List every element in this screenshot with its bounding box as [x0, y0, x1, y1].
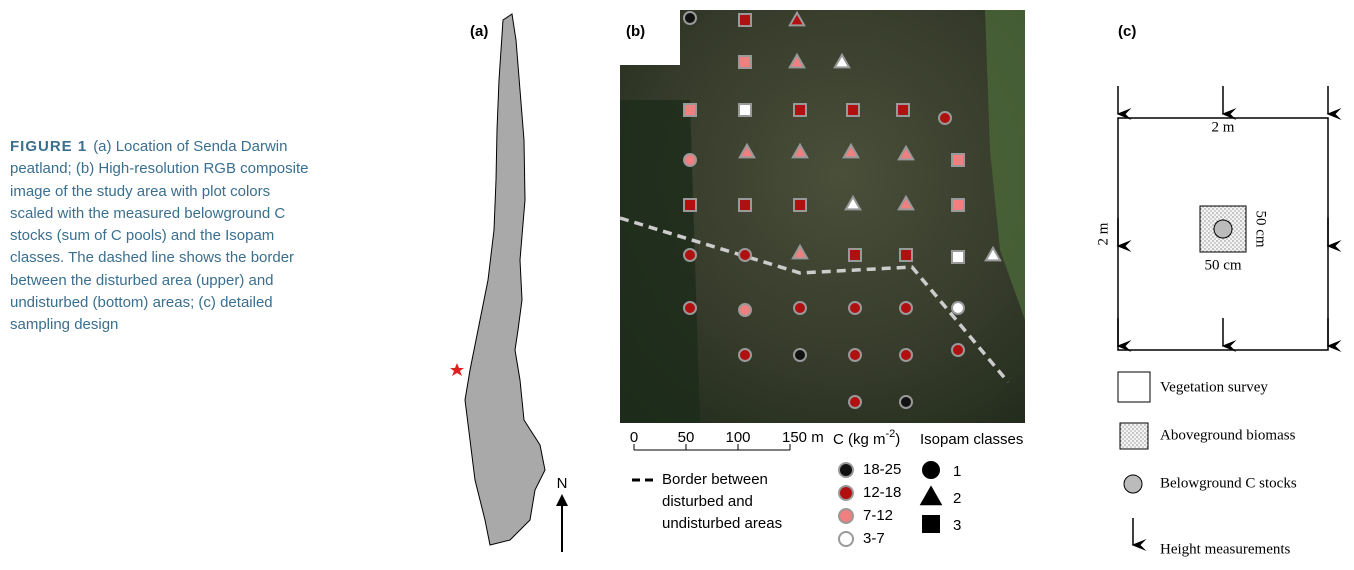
plot-marker	[684, 302, 696, 314]
plot-marker	[684, 199, 696, 211]
legend-label: 18-25	[863, 461, 901, 478]
legend-label: Aboveground biomass	[1160, 427, 1296, 443]
legend-label: Vegetation survey	[1160, 379, 1268, 395]
plot-marker	[739, 349, 751, 361]
plot-marker	[900, 349, 912, 361]
plot-marker	[739, 249, 751, 261]
side-label: 50 cm	[1253, 210, 1269, 247]
legend-symbol	[1124, 475, 1142, 493]
legend: 0 50 100 150 m Border between disturbed and un…	[630, 428, 1024, 547]
plot-marker	[847, 104, 859, 116]
plot-marker	[684, 104, 696, 116]
plot-marker	[684, 249, 696, 261]
plot-marker	[900, 396, 912, 408]
plot-marker	[739, 56, 751, 68]
plot-marker	[739, 14, 751, 26]
plot-marker	[739, 199, 751, 211]
plot-marker	[849, 249, 861, 261]
panel-label: (b)	[626, 23, 645, 40]
legend-symbol	[1118, 372, 1150, 402]
north-arrowhead	[556, 494, 568, 506]
north-label: N	[557, 475, 568, 492]
plot-marker	[900, 302, 912, 314]
location-star	[450, 363, 464, 376]
plot-marker	[794, 302, 806, 314]
plot-marker	[684, 12, 696, 24]
scale-label: 0	[630, 429, 638, 446]
plot-marker	[739, 104, 751, 116]
panel-label: (c)	[1118, 23, 1136, 40]
plot-marker	[952, 251, 964, 263]
legend-title: C (kg m-2)	[833, 428, 900, 448]
legend-title: Isopam classes	[920, 431, 1023, 448]
soil-core	[1214, 220, 1232, 238]
scale-label: 150 m	[782, 429, 824, 446]
plot-marker	[923, 462, 939, 478]
legend-label: Border between	[662, 471, 768, 488]
figure-page: FIGURE 1(a) Location of Senda Darwin pea…	[0, 0, 1354, 570]
scale-label: 100	[725, 429, 750, 446]
plot-marker	[952, 344, 964, 356]
legend-label: 2	[953, 490, 961, 507]
legend-label: disturbed and	[662, 493, 753, 510]
plot-marker	[839, 486, 853, 500]
side-label: 2 m	[1095, 222, 1111, 245]
plot-marker	[849, 396, 861, 408]
side-label: 50 cm	[1204, 257, 1241, 273]
plot-marker	[900, 249, 912, 261]
scale-label: 50	[678, 429, 695, 446]
legend-symbol	[1120, 423, 1148, 449]
figure: (a) N (b) 0 50 100 150 m Border between distu…	[0, 0, 1354, 570]
panel-label: (a)	[470, 23, 488, 40]
legend-label: 7-12	[863, 507, 893, 524]
plot-marker	[684, 154, 696, 166]
plot-marker	[952, 302, 964, 314]
plot-marker	[839, 509, 853, 523]
legend-label: Height measurements	[1160, 541, 1291, 557]
legend-title-part: )	[895, 431, 900, 448]
plot-marker	[794, 199, 806, 211]
legend-label: 3-7	[863, 530, 885, 547]
plot-marker	[921, 487, 940, 504]
plot-marker	[739, 304, 751, 316]
legend-label: 1	[953, 463, 961, 480]
legend-title-part: C (kg m	[833, 431, 886, 448]
plot-marker	[839, 532, 853, 546]
plot-marker	[897, 104, 909, 116]
plot-marker	[939, 112, 951, 124]
plot-marker	[849, 302, 861, 314]
plot-marker	[839, 463, 853, 477]
plot-marker	[952, 154, 964, 166]
plot-marker	[923, 516, 939, 532]
map-chile	[465, 14, 545, 545]
plot-marker	[849, 349, 861, 361]
plot-marker	[794, 104, 806, 116]
legend-label: Belowground C stocks	[1160, 475, 1297, 491]
legend-label: undisturbed areas	[662, 515, 782, 532]
side-label: 2 m	[1212, 119, 1235, 135]
plot-marker	[952, 199, 964, 211]
legend-label: 12-18	[863, 484, 901, 501]
legend-label: 3	[953, 517, 961, 534]
legend-title-part: -2	[886, 428, 896, 440]
plot-marker	[794, 349, 806, 361]
